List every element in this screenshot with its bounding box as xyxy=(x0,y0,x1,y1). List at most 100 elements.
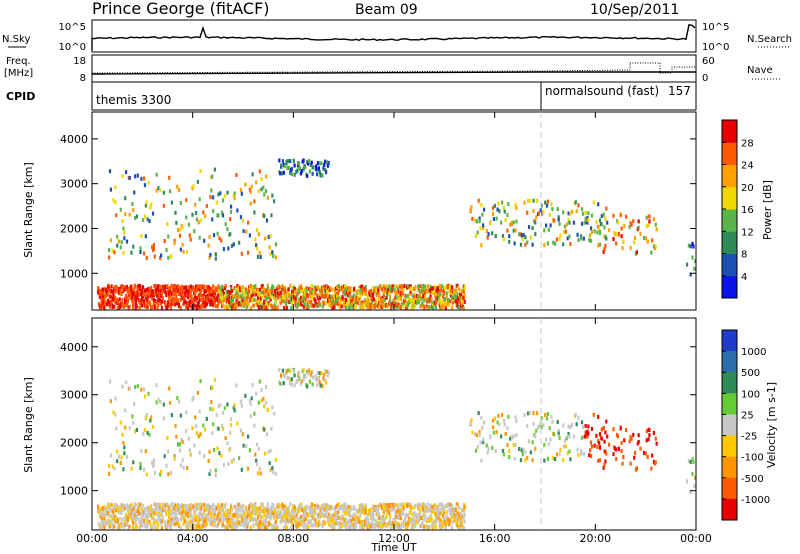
velocity-cell xyxy=(406,525,409,530)
beam-title: Beam 09 xyxy=(355,2,418,18)
power-cell xyxy=(170,200,173,205)
power-cell xyxy=(596,230,599,235)
power-cell xyxy=(150,202,153,207)
velocity-cell xyxy=(223,512,226,517)
power-cell xyxy=(380,296,383,301)
velocity-cell xyxy=(247,506,251,511)
power-cell xyxy=(402,287,405,292)
power-cell xyxy=(203,300,206,305)
power-cell xyxy=(385,284,388,289)
velocity-cell xyxy=(209,512,212,517)
power-cell xyxy=(212,209,215,214)
power-cell xyxy=(353,305,357,310)
power-cell xyxy=(326,289,329,294)
velocity-cell xyxy=(396,503,399,508)
velocity-cell xyxy=(99,513,102,518)
power-cell xyxy=(160,299,164,304)
velocity-cell xyxy=(326,373,329,378)
velocity-cell xyxy=(146,524,149,529)
velocity-cell xyxy=(406,502,410,507)
velocity-cell xyxy=(176,396,179,401)
power-cell xyxy=(177,302,181,307)
velocity-cell xyxy=(229,523,232,528)
velocity-cell xyxy=(120,455,123,460)
velocity-cell xyxy=(246,524,249,529)
power-cell xyxy=(459,293,463,298)
power-cell xyxy=(521,237,524,242)
velocity-cell xyxy=(520,448,523,453)
velocity-cell xyxy=(285,525,288,530)
velocity-cell xyxy=(514,415,517,420)
velocity-cell xyxy=(102,506,105,511)
power-cell xyxy=(242,290,245,295)
nave-tick-bottom: 0 xyxy=(702,73,708,84)
power-cell xyxy=(244,182,247,187)
power-cell xyxy=(245,288,248,293)
power-cell xyxy=(364,285,367,290)
power-cell xyxy=(441,284,444,289)
velocity-cell xyxy=(113,517,116,522)
power-cell xyxy=(252,292,255,297)
power-cell xyxy=(289,170,292,175)
colorbar-tick-label: -100 xyxy=(741,453,764,464)
velocity-cell xyxy=(606,434,609,439)
power-cell xyxy=(363,302,367,307)
velocity-cell xyxy=(371,516,374,521)
velocity-cell xyxy=(428,524,431,529)
power-cell xyxy=(229,204,233,209)
velocity-cell xyxy=(431,520,434,525)
velocity-cell xyxy=(549,437,552,442)
velocity-cell xyxy=(148,432,151,437)
velocity-cell xyxy=(199,510,202,515)
power-cell xyxy=(318,161,321,166)
velocity-cell xyxy=(176,520,179,525)
velocity-cell xyxy=(506,443,509,448)
velocity-cell xyxy=(414,503,417,508)
velocity-cell xyxy=(180,503,183,508)
velocity-cell xyxy=(482,420,486,425)
power-cell xyxy=(344,305,348,310)
power-cell xyxy=(257,232,260,237)
power-cell xyxy=(169,305,173,310)
velocity-cell xyxy=(337,507,340,512)
velocity-cell xyxy=(229,417,233,422)
velocity-cell xyxy=(320,371,323,376)
power-cell xyxy=(182,290,185,295)
velocity-cell xyxy=(575,422,578,427)
velocity-cell xyxy=(430,516,433,521)
velocity-cell xyxy=(161,515,164,520)
power-cell xyxy=(144,303,147,308)
velocity-cell xyxy=(152,517,155,522)
velocity-cell xyxy=(635,466,638,471)
velocity-cell xyxy=(385,515,388,520)
power-cell xyxy=(185,198,188,203)
velocity-cell xyxy=(378,515,381,520)
velocity-cell xyxy=(331,513,334,518)
velocity-cell xyxy=(298,516,301,521)
velocity-cell xyxy=(603,439,606,444)
power-cell xyxy=(515,219,518,224)
velocity-cell xyxy=(421,505,424,510)
velocity-cell xyxy=(113,524,116,529)
colorbar-band xyxy=(722,477,737,500)
power-cell xyxy=(431,301,434,306)
power-cell xyxy=(113,250,116,255)
velocity-cell xyxy=(582,451,585,456)
velocity-cell xyxy=(109,399,112,404)
velocity-cell xyxy=(442,510,446,515)
velocity-cell xyxy=(362,509,366,514)
power-cell xyxy=(648,214,651,219)
velocity-cell xyxy=(119,460,122,465)
velocity-cell xyxy=(223,406,226,411)
power-cell xyxy=(512,220,515,225)
power-cell xyxy=(330,287,333,292)
velocity-cell xyxy=(504,431,507,436)
power-cell xyxy=(199,168,202,173)
velocity-cell xyxy=(134,518,137,523)
power-cell xyxy=(296,168,299,173)
power-cell xyxy=(495,216,498,221)
velocity-cell xyxy=(443,504,447,509)
colorbar-tick-label: 24 xyxy=(741,161,754,172)
velocity-cell xyxy=(124,408,127,413)
velocity-cell xyxy=(349,514,352,519)
